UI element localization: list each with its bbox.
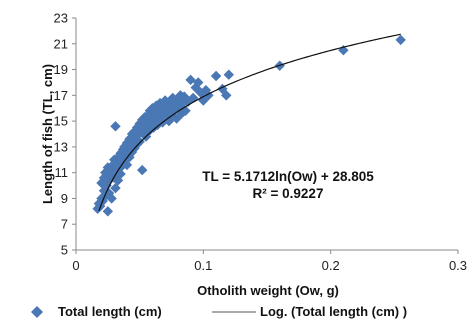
data-point (102, 206, 114, 217)
data-point (179, 91, 190, 102)
y-tick-label: 13 (54, 139, 68, 154)
data-point (203, 90, 214, 101)
legend-label-trendline: Log. (Total length (cm) ) (260, 304, 407, 319)
r-squared-label: R² = 0.9227 (253, 186, 324, 201)
legend-diamond-marker (31, 306, 43, 318)
y-tick-label: 23 (54, 11, 68, 26)
data-point (159, 95, 171, 106)
y-tick-label: 15 (54, 114, 68, 129)
y-tick-label: 9 (61, 191, 68, 206)
data-point (190, 82, 201, 93)
data-point (137, 164, 148, 176)
data-point (110, 121, 121, 132)
x-tick-label: 0.3 (449, 258, 467, 273)
y-tick-label: 17 (54, 88, 68, 103)
scatter-points (92, 34, 406, 217)
trendline (98, 33, 401, 212)
data-point (142, 115, 153, 127)
data-point (159, 112, 171, 123)
data-point (151, 100, 162, 111)
data-point (119, 141, 130, 153)
x-axis-title: Otholith weight (Ow, g) (197, 283, 339, 298)
data-point (139, 121, 150, 132)
trendline-equation: TL = 5.1712ln(Ow) + 28.805 (202, 169, 374, 184)
x-tick-label: 0.2 (322, 258, 340, 273)
y-tick-label: 19 (54, 62, 68, 77)
y-tick-label: 5 (61, 243, 68, 258)
trendline-group (98, 33, 401, 212)
data-point (221, 90, 232, 101)
y-axis-title: Length of fish (TL, cm) (40, 64, 55, 204)
data-point (106, 193, 117, 204)
data-point (110, 182, 121, 194)
data-point (395, 34, 406, 46)
y-tick-label: 11 (55, 165, 69, 180)
data-point (134, 136, 145, 147)
data-point (166, 109, 177, 120)
y-tick-labels: 5 7 9 11 13 15 17 19 21 23 (54, 11, 68, 258)
data-point (210, 70, 222, 82)
x-tick-label: 0 (72, 258, 79, 273)
axes (72, 17, 459, 254)
x-tick-labels: 0 0.1 0.2 0.3 (72, 258, 467, 273)
data-point (223, 69, 234, 80)
legend-label-scatter: Total length (cm) (58, 304, 162, 319)
legend: Total length (cm) Log. (Total length (cm… (31, 304, 407, 319)
data-point (193, 77, 204, 88)
data-point (172, 95, 184, 106)
y-tick-label: 7 (61, 217, 68, 232)
data-point (187, 92, 199, 104)
y-tick-label: 21 (54, 36, 68, 51)
x-tick-label: 0.1 (194, 258, 212, 273)
